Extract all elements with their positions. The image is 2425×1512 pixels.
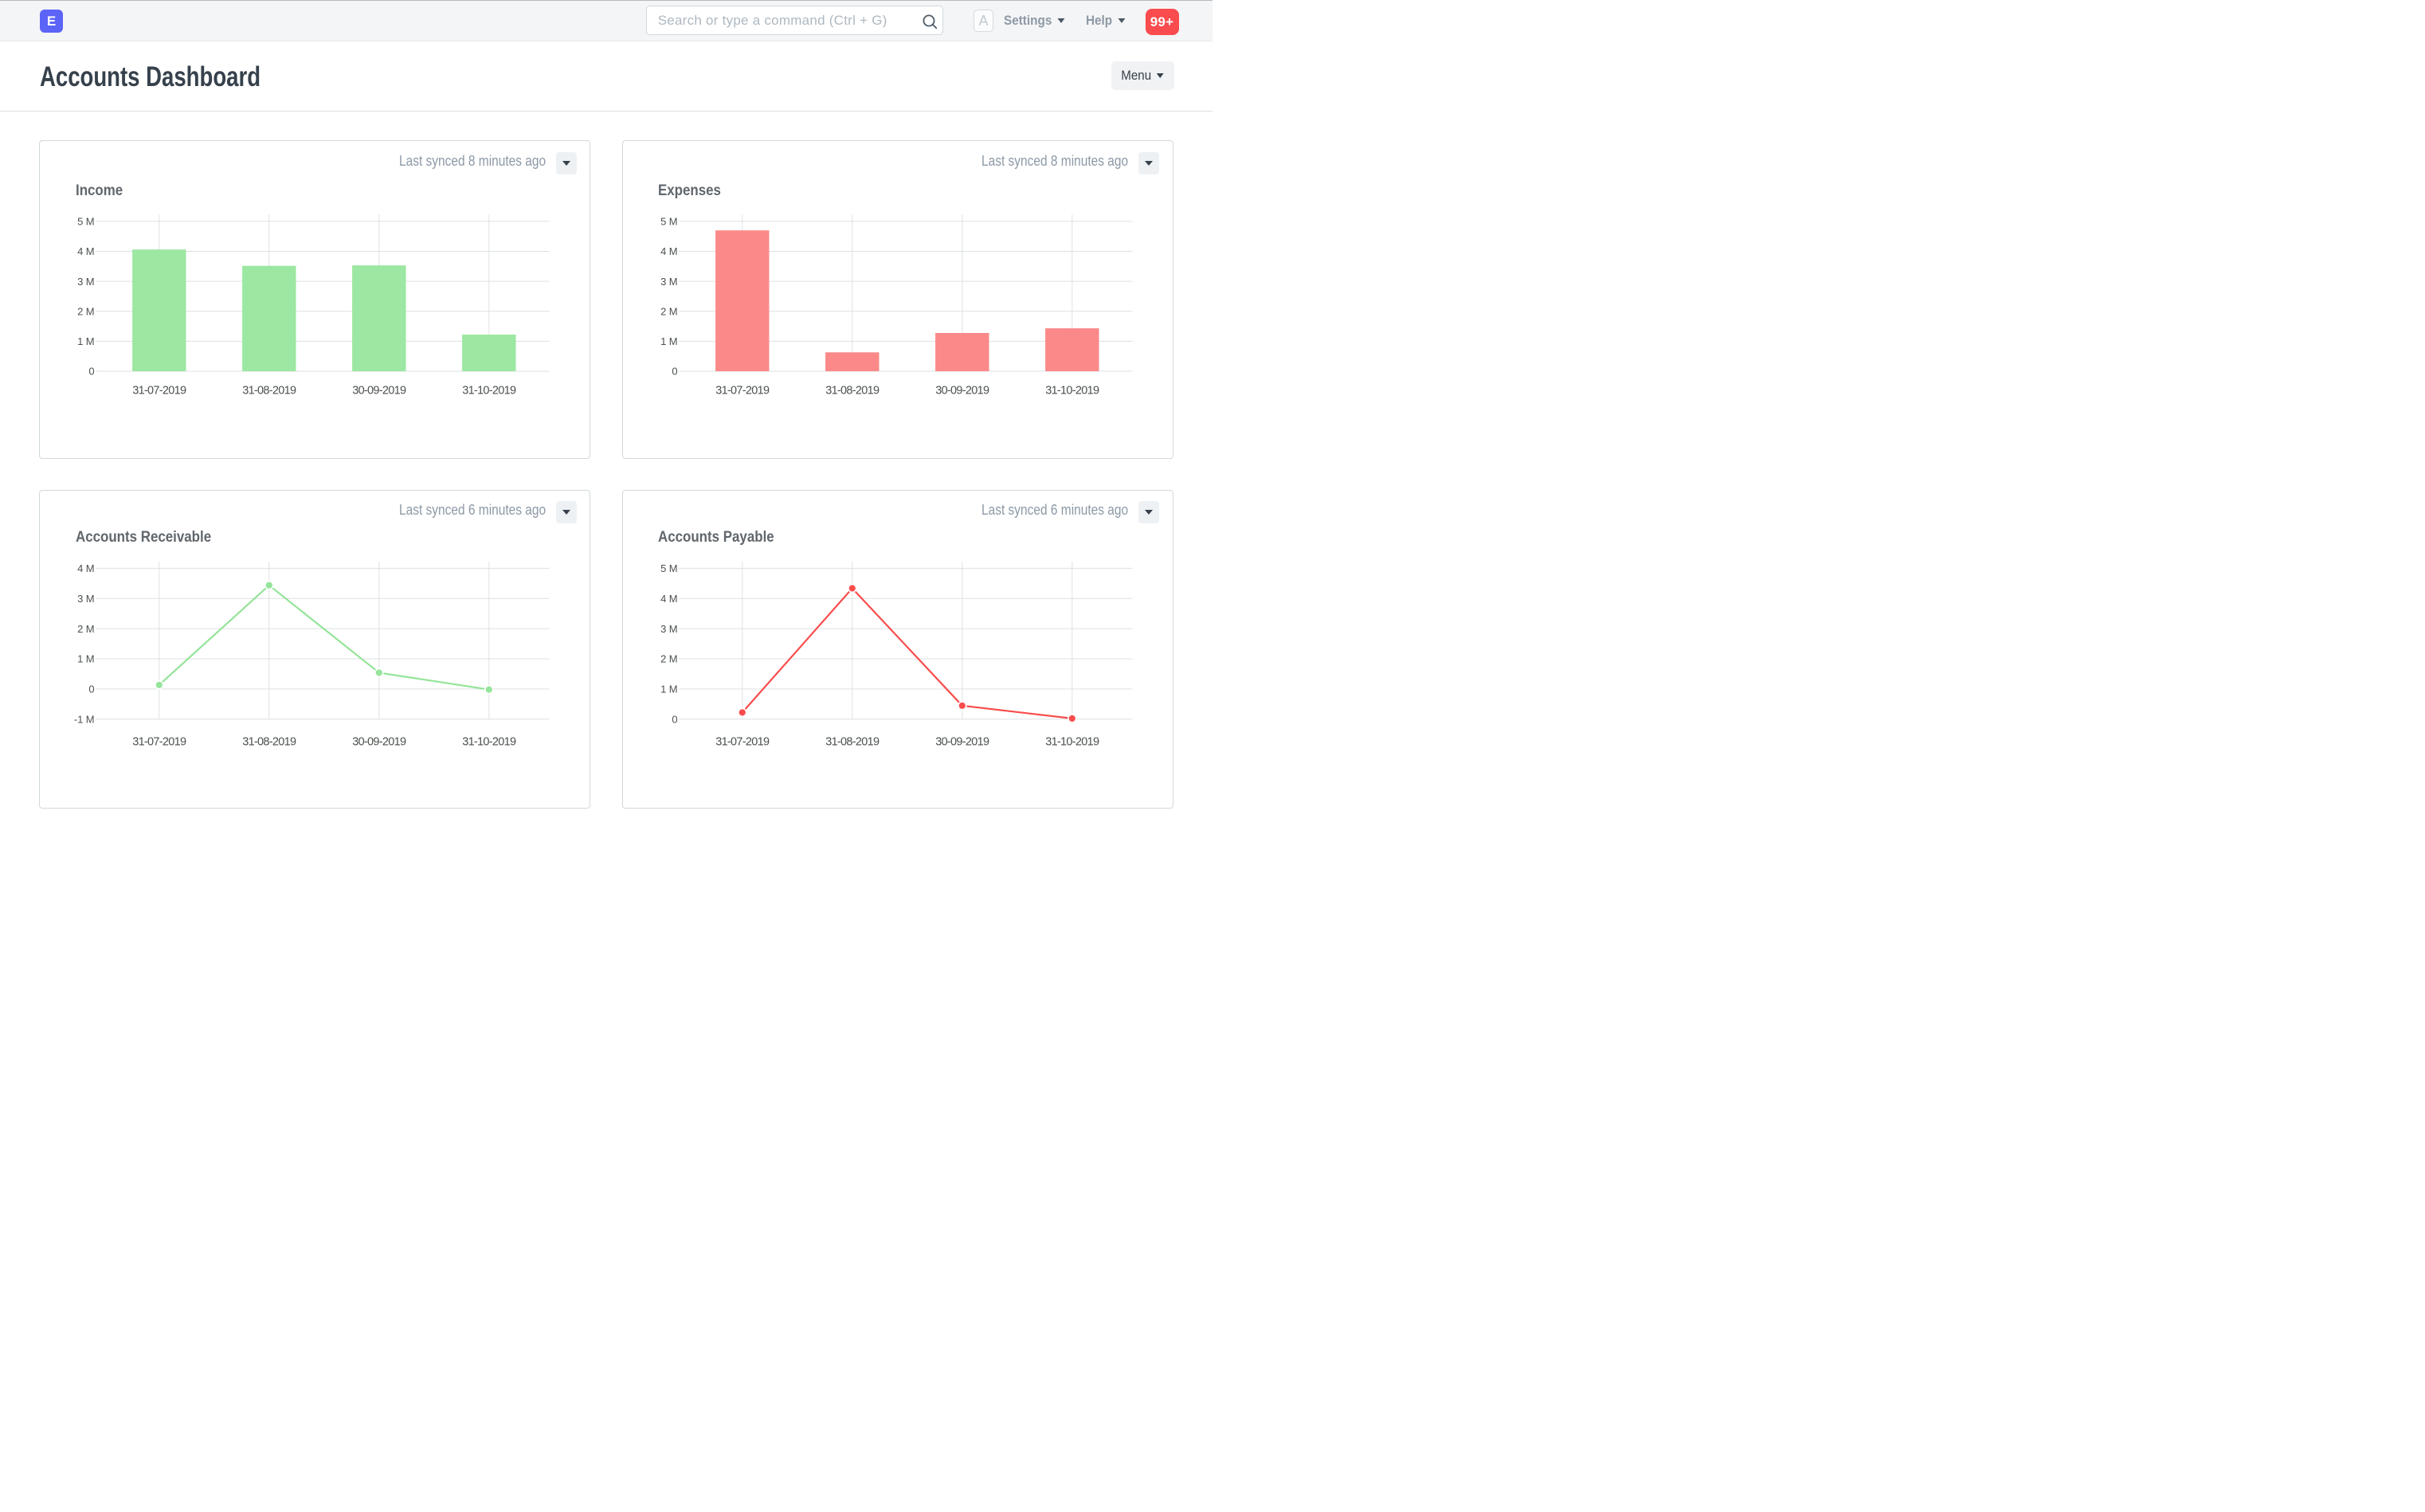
svg-text:2 M: 2 M (78, 623, 95, 635)
svg-text:3 M: 3 M (660, 276, 677, 288)
svg-text:4 M: 4 M (660, 245, 677, 257)
svg-text:4 M: 4 M (78, 562, 95, 574)
svg-text:30-09-2019: 30-09-2019 (353, 735, 407, 748)
svg-text:31-07-2019: 31-07-2019 (133, 735, 187, 748)
svg-text:31-10-2019: 31-10-2019 (463, 384, 517, 397)
svg-text:3 M: 3 M (78, 593, 95, 605)
svg-text:5 M: 5 M (660, 562, 677, 574)
svg-text:31-10-2019: 31-10-2019 (1045, 735, 1099, 748)
svg-text:31-07-2019: 31-07-2019 (715, 735, 770, 748)
svg-text:2 M: 2 M (660, 305, 677, 317)
svg-text:31-08-2019: 31-08-2019 (243, 735, 297, 748)
svg-text:1 M: 1 M (78, 335, 95, 347)
svg-text:5 M: 5 M (78, 215, 95, 227)
svg-text:0: 0 (672, 365, 677, 377)
svg-text:-1 M: -1 M (74, 714, 95, 726)
svg-text:0: 0 (89, 365, 95, 377)
svg-text:31-07-2019: 31-07-2019 (133, 384, 187, 397)
svg-text:30-09-2019: 30-09-2019 (353, 384, 407, 397)
svg-text:3 M: 3 M (78, 276, 95, 288)
svg-text:3 M: 3 M (660, 623, 677, 635)
svg-text:31-08-2019: 31-08-2019 (243, 384, 297, 397)
svg-text:31-07-2019: 31-07-2019 (715, 384, 770, 397)
svg-text:2 M: 2 M (78, 305, 95, 317)
svg-text:31-08-2019: 31-08-2019 (825, 735, 880, 748)
svg-text:1 M: 1 M (78, 653, 95, 665)
svg-text:5 M: 5 M (660, 215, 677, 227)
svg-text:0: 0 (89, 684, 95, 695)
svg-text:4 M: 4 M (78, 245, 95, 257)
svg-text:1 M: 1 M (660, 684, 677, 695)
svg-text:2 M: 2 M (660, 653, 677, 665)
svg-text:4 M: 4 M (660, 593, 677, 605)
svg-text:31-08-2019: 31-08-2019 (825, 384, 880, 397)
svg-text:0: 0 (672, 714, 677, 726)
svg-text:1 M: 1 M (660, 335, 677, 347)
svg-text:31-10-2019: 31-10-2019 (1045, 384, 1099, 397)
svg-text:31-10-2019: 31-10-2019 (463, 735, 517, 748)
svg-text:30-09-2019: 30-09-2019 (935, 735, 989, 748)
svg-text:30-09-2019: 30-09-2019 (935, 384, 989, 397)
